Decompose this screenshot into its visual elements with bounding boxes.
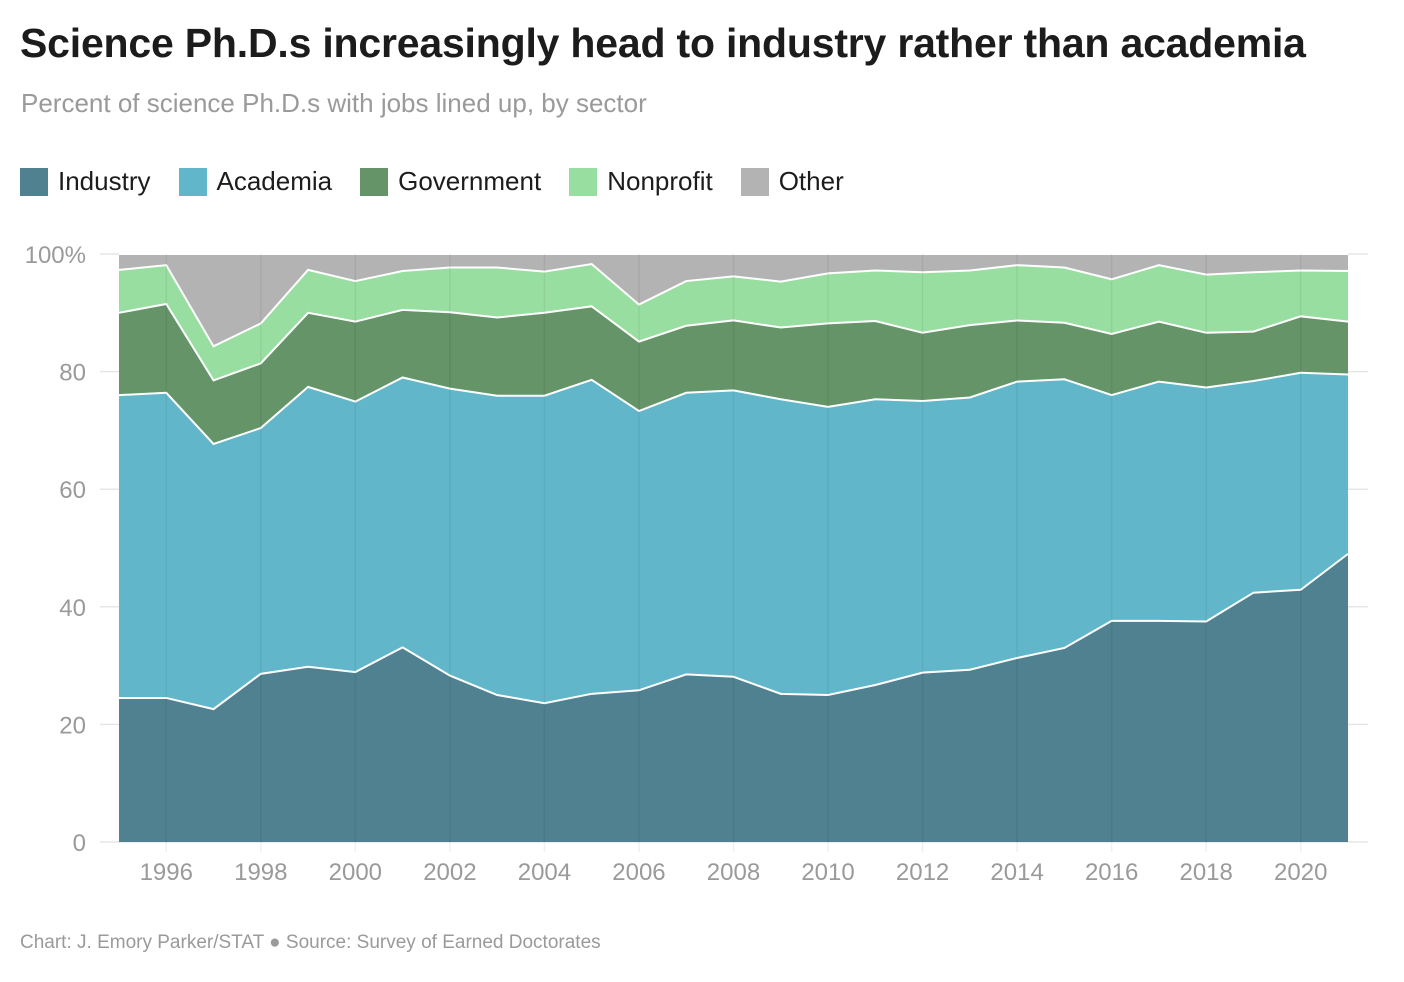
x-tick-label: 2004 [518,859,571,886]
area-industry [119,553,1348,842]
legend-swatch [569,167,598,196]
boundary-government [118,302,1349,382]
legend-item-nonprofit: Nonprofit [569,166,713,197]
x-tick-label: 2016 [1085,859,1138,886]
y-tick-label: 0 [73,830,86,857]
area-nonprofit [119,264,1348,381]
legend-item-other: Other [740,166,844,197]
legend-item-academia: Academia [178,166,333,197]
x-tick-label: 2002 [423,859,476,886]
x-tick-label: 2020 [1274,859,1327,886]
y-tick-label: 40 [59,595,86,622]
chart-subtitle: Percent of science Ph.D.s with jobs line… [21,88,647,118]
x-tick-label: 2012 [896,859,949,886]
legend-swatch [178,167,207,196]
source-credit: Chart: J. Emory Parker/STAT ● Source: Su… [20,932,601,953]
x-tick-label: 2014 [990,859,1043,886]
x-tick-label: 2018 [1179,859,1232,886]
series-boundaries [118,253,1349,852]
legend-swatch [360,167,389,196]
y-tick-label: 80 [59,360,86,387]
legend-item-government: Government [360,166,541,197]
axes: 0 20 40 60 80 100% 1996 1998 2000 2002 2004 2006 200… [25,242,1328,886]
x-tick-label: 1996 [140,859,193,886]
y-tick-label: 60 [59,477,86,504]
legend-label: Other [778,166,844,196]
x-tick-label: 2000 [329,859,382,886]
legend-item-industry: Industry [20,166,151,197]
legend-label: Academia [216,166,333,196]
area-series [119,254,1348,842]
x-tick-label: 1998 [234,859,287,886]
boundary-academia [118,371,1349,446]
legend: Industry Academia Government Nonprofit Other [20,166,872,197]
legend-swatch [20,167,48,196]
x-tick-label: 2010 [801,859,854,886]
boundary-nonprofit [118,262,1349,348]
area-academia [119,372,1348,710]
y-tick-label: 100% [25,242,86,269]
stacked-area-chart: 0 20 40 60 80 100% 1996 1998 2000 2002 2004 2006 200… [25,242,1368,886]
legend-swatch [740,167,769,196]
legend-label: Government [398,166,542,196]
boundary-industry [119,553,1349,711]
x-tick-label: 2008 [707,859,760,886]
legend-label: Industry [58,166,151,196]
area-other [119,254,1348,347]
y-tick-label: 20 [59,712,86,739]
area-government [119,303,1348,444]
x-tick-label: 2006 [612,859,665,886]
legend-label: Nonprofit [607,166,713,196]
chart-title: Science Ph.D.s increasingly head to indu… [20,20,1306,66]
